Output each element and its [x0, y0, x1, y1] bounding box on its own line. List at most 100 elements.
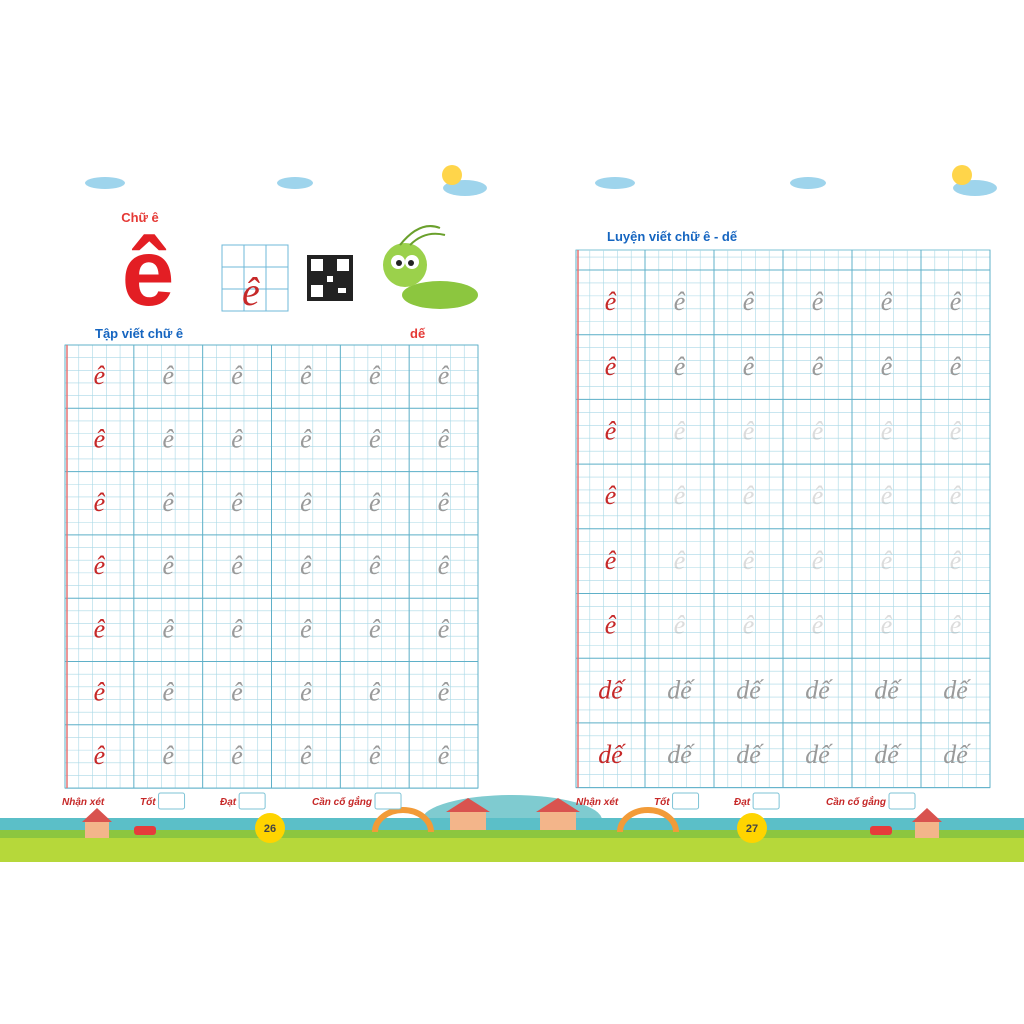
- trace-letter: ê: [369, 361, 381, 390]
- trace-letter: ê: [881, 546, 893, 575]
- page-number: 27: [746, 823, 758, 835]
- trace-letter: ê: [231, 425, 243, 454]
- footer-label: Nhận xét: [62, 797, 105, 808]
- qr-code: [307, 255, 353, 301]
- trace-letter: ê: [674, 546, 686, 575]
- left-page: Chữ ê ê ê Tập viết chữ ê dế ê ê ê ê ê ê ê ê ê ê ê ê…: [64, 210, 479, 789]
- model-letter: ê: [605, 481, 617, 510]
- footer-label: Nhận xét: [576, 797, 619, 808]
- trace-letter: ê: [743, 417, 755, 446]
- trace-letter: ê: [950, 481, 962, 510]
- rating-box: [752, 792, 780, 810]
- letter-guide: [221, 244, 289, 312]
- trace-letter: ê: [743, 481, 755, 510]
- trace-letter: ê: [231, 551, 243, 580]
- trace-letter: dế: [874, 740, 902, 769]
- trace-letter: ê: [231, 678, 243, 707]
- trace-letter: ê: [674, 417, 686, 446]
- trace-letter: ê: [231, 614, 243, 643]
- model-letter: ê: [94, 488, 106, 517]
- model-letter: ê: [94, 361, 106, 390]
- trace-letter: ê: [950, 417, 962, 446]
- trace-letter: ê: [300, 741, 312, 770]
- trace-letter: ê: [162, 614, 174, 643]
- trace-letter: ê: [438, 741, 450, 770]
- trace-letter: dế: [805, 740, 833, 769]
- big-letter: ê: [122, 220, 175, 326]
- trace-letter: ê: [162, 741, 174, 770]
- trace-letter: ê: [369, 488, 381, 517]
- trace-letter: dế: [943, 675, 971, 704]
- grasshopper: [383, 225, 478, 309]
- trace-letter: ê: [881, 481, 893, 510]
- trace-letter: ê: [231, 488, 243, 517]
- model-letter: ê: [94, 741, 106, 770]
- trace-letter: ê: [231, 741, 243, 770]
- trace-letter: ê: [674, 611, 686, 640]
- rating-label: Tốt: [654, 796, 670, 808]
- trace-letter: ê: [369, 678, 381, 707]
- trace-letter: ê: [162, 551, 174, 580]
- trace-letter: ê: [812, 546, 824, 575]
- trace-letter: ê: [369, 425, 381, 454]
- section-title: Tập viết chữ ê: [95, 326, 183, 341]
- trace-letter: ê: [438, 425, 450, 454]
- trace-letter: ê: [812, 417, 824, 446]
- rating-label: Tốt: [140, 796, 156, 808]
- practice-grid: ê ê ê ê ê ê ê ê ê ê ê ê ê ê ê ê ê ê ê ê ê ê ê ê ê ê ê ê ê ê ê ê ê ê ê ê ê ê ê ê…: [64, 344, 479, 789]
- rating-label: Đạt: [734, 797, 751, 808]
- trace-letter: ê: [300, 551, 312, 580]
- model-letter: ê: [94, 425, 106, 454]
- trace-letter: ê: [743, 546, 755, 575]
- trace-letter: ê: [881, 611, 893, 640]
- trace-letter: dế: [667, 740, 695, 769]
- trace-letter: ê: [162, 488, 174, 517]
- letter-title: Chữ ê: [121, 210, 159, 225]
- trace-letter: ê: [438, 488, 450, 517]
- model-letter: dế: [598, 740, 626, 769]
- model-letter: ê: [605, 546, 617, 575]
- trace-letter: ê: [812, 352, 824, 381]
- model-letter: ê: [94, 614, 106, 643]
- trace-letter: ê: [231, 361, 243, 390]
- page-number: 26: [264, 823, 276, 835]
- rating-label: Đạt: [220, 797, 237, 808]
- trace-letter: ê: [674, 287, 686, 316]
- right-page: Luyện viết chữ ê - dế ê ê ê ê ê ê ê ê ê ê ê ê ê ê ê ê ê ê…: [575, 229, 991, 789]
- trace-letter: ê: [300, 678, 312, 707]
- footer-landscape: [0, 795, 1024, 862]
- trace-letter: dế: [943, 740, 971, 769]
- rating-box: [888, 792, 916, 810]
- trace-letter: ê: [950, 287, 962, 316]
- trace-letter: ê: [881, 352, 893, 381]
- trace-letter: dế: [874, 675, 902, 704]
- model-letter: ê: [94, 678, 106, 707]
- guide-letter: ê: [242, 269, 260, 314]
- trace-letter: ê: [743, 352, 755, 381]
- section-title: Luyện viết chữ ê - dế: [607, 229, 738, 244]
- trace-letter: ê: [162, 361, 174, 390]
- word: dế: [410, 326, 426, 341]
- trace-letter: ê: [300, 361, 312, 390]
- practice-grid: ê ê ê ê ê ê ê ê ê ê ê ê ê ê ê ê ê ê ê ê ê ê ê ê ê ê ê ê ê ê ê ê ê ê ê ê dế dế…: [575, 249, 991, 789]
- model-letter: ê: [605, 287, 617, 316]
- rating-label: Cần cố gắng: [826, 795, 886, 808]
- trace-letter: ê: [950, 546, 962, 575]
- trace-letter: ê: [743, 287, 755, 316]
- trace-letter: ê: [438, 678, 450, 707]
- trace-letter: ê: [881, 417, 893, 446]
- trace-letter: ê: [300, 425, 312, 454]
- model-letter: ê: [605, 611, 617, 640]
- rating-box: [374, 792, 402, 810]
- model-letter: ê: [94, 551, 106, 580]
- trace-letter: ê: [369, 551, 381, 580]
- trace-letter: dế: [736, 740, 764, 769]
- trace-letter: ê: [369, 614, 381, 643]
- trace-letter: ê: [300, 614, 312, 643]
- trace-letter: ê: [950, 611, 962, 640]
- trace-letter: ê: [438, 614, 450, 643]
- trace-letter: ê: [743, 611, 755, 640]
- trace-letter: ê: [812, 481, 824, 510]
- trace-letter: ê: [881, 287, 893, 316]
- model-letter: ê: [605, 417, 617, 446]
